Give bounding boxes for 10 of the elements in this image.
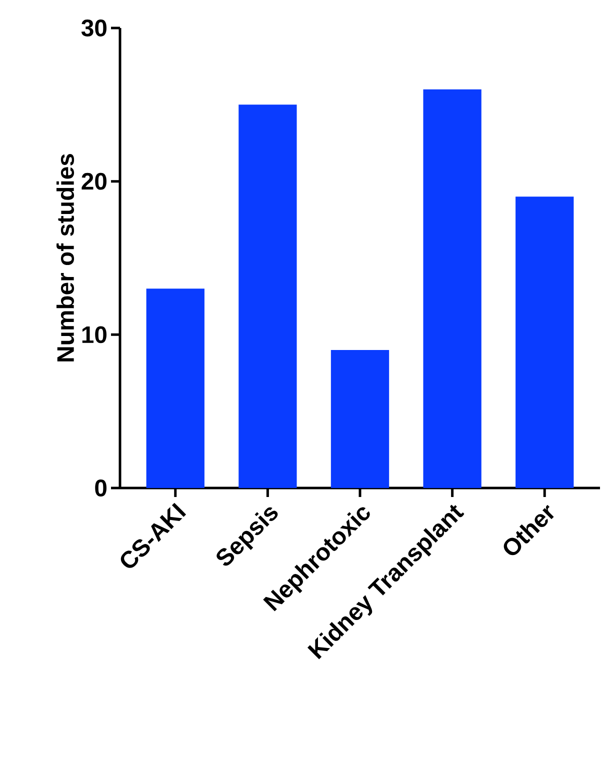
- bar: [423, 89, 482, 488]
- y-tick-label: 20: [82, 172, 106, 190]
- bar: [146, 288, 204, 488]
- bar: [330, 350, 390, 488]
- y-tick-label: 30: [81, 20, 106, 36]
- y-tick-label: 10: [82, 326, 106, 344]
- y-axis-title: Number of studies: [56, 154, 74, 362]
- bar: [238, 104, 297, 488]
- y-tick-label: 0: [95, 480, 106, 496]
- bar: [516, 196, 574, 488]
